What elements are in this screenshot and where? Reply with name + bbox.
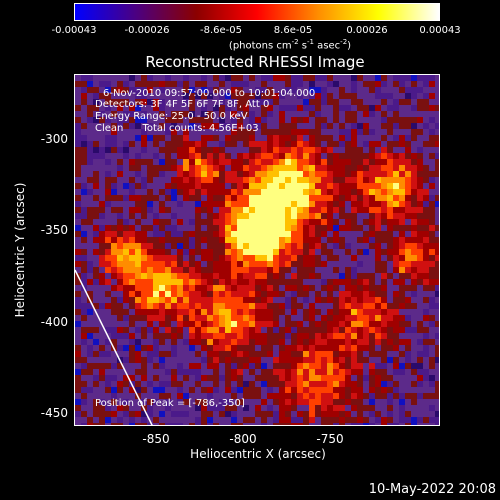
- solar-limb-line: [75, 269, 153, 425]
- x-tick-label: -850: [142, 432, 170, 446]
- y-tick-label: -400: [40, 315, 68, 329]
- colorbar-units: (photons cm-2 s-1 asec-2): [228, 38, 352, 52]
- y-tick-label: -350: [40, 223, 68, 237]
- rhessi-image: [74, 74, 440, 426]
- time-range-text: 6-Nov-2010 09:57:00.000 to 10:01:04.000: [103, 88, 316, 99]
- x-axis-label: Heliocentric X (arcsec): [190, 447, 326, 461]
- energy-range-text: Energy Range: 25.0 - 50.0 keV: [95, 111, 248, 122]
- colorbar-tick: 0.00043: [419, 25, 461, 36]
- colorbar-tick: -0.00043: [51, 25, 97, 36]
- x-tick-label: -750: [316, 432, 344, 446]
- heatmap: [75, 75, 439, 425]
- clean-counts-text: Clean Total counts: 4.56E+03: [95, 123, 259, 134]
- y-tick-label: -450: [40, 406, 68, 420]
- y-axis-label: Heliocentric Y (arcsec): [13, 182, 27, 318]
- detectors-text: Detectors: 3F 4F 5F 6F 7F 8F, Att 0: [95, 99, 270, 110]
- peak-position-text: Position of Peak = [-786,-350]: [95, 398, 245, 409]
- colorbar-tick: 0.00026: [346, 25, 388, 36]
- x-tick-label: -800: [229, 432, 257, 446]
- image-title: Reconstructed RHESSI Image: [145, 53, 365, 71]
- datestamp: 10-May-2022 20:08: [368, 482, 496, 497]
- colorbar-tick: -0.00026: [124, 25, 170, 36]
- colorbar: [74, 3, 440, 21]
- colorbar-tick: -8.6e-05: [200, 25, 242, 36]
- y-tick-label: -300: [40, 132, 68, 146]
- colorbar-tick: 8.6e-05: [273, 25, 313, 36]
